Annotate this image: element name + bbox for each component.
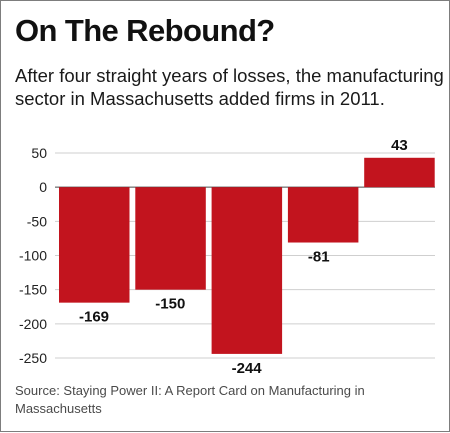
y-tick-label: 50: [31, 145, 47, 161]
y-tick-label: 0: [39, 179, 47, 195]
y-tick-label: -150: [19, 282, 47, 298]
y-tick-label: -200: [19, 316, 47, 332]
chart-title: On The Rebound?: [15, 13, 275, 48]
y-axis: 50 0 -50 -100 -150 -200 -250: [19, 145, 47, 366]
bar: [364, 157, 435, 188]
y-tick-label: -250: [19, 350, 47, 366]
bar: [211, 187, 283, 354]
y-tick-label: -100: [19, 248, 47, 264]
bar: [135, 187, 206, 290]
bar-value-label: -150: [155, 296, 185, 313]
data-labels: -169 -150 -244 -81 43: [79, 137, 408, 377]
bar-value-label: -81: [308, 249, 330, 266]
y-tick-label: -50: [27, 213, 47, 229]
bar-value-label: 43: [391, 137, 408, 154]
bars: [59, 157, 435, 354]
bar-value-label: -244: [232, 360, 263, 377]
bar: [59, 187, 130, 303]
chart-subtitle: After four straight years of losses, the…: [15, 65, 444, 109]
bar: [287, 187, 359, 243]
bar-value-label: -169: [79, 309, 109, 326]
source-note: Source: Staying Power II: A Report Card …: [15, 383, 365, 416]
